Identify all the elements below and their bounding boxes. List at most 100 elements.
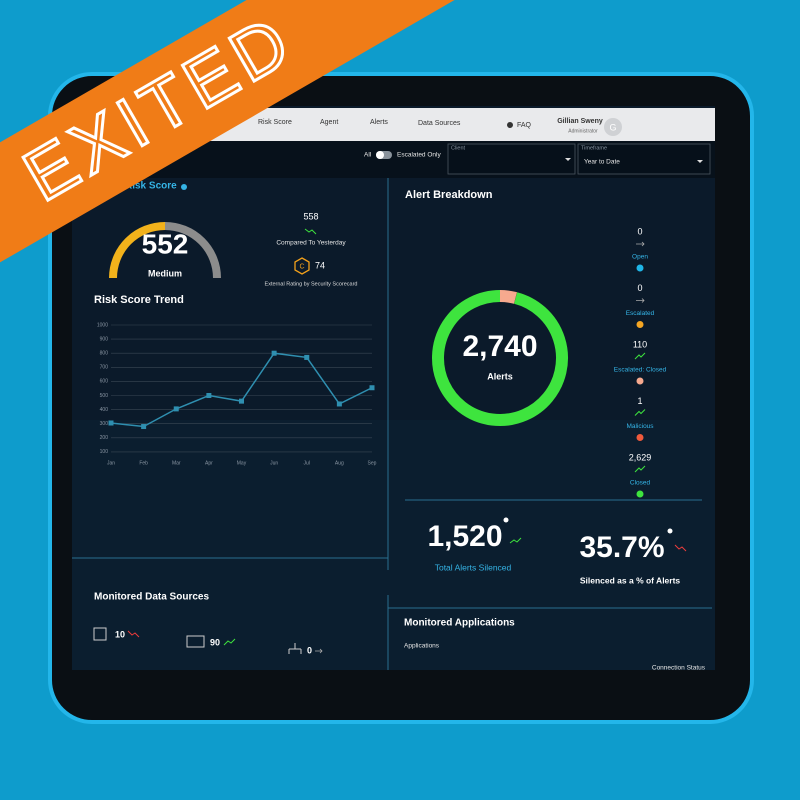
badge-grade: C [299, 263, 304, 270]
point [271, 350, 277, 356]
user-name: Gillian Sweny [557, 118, 603, 125]
silenced-count: 1,520 [427, 520, 502, 553]
flat-icon [636, 298, 645, 303]
point [369, 385, 375, 391]
x-tick-label: Aug [335, 460, 344, 466]
silenced-count-label: Total Alerts Silenced [435, 562, 512, 572]
legend-dot [636, 264, 644, 272]
legend-label: Escalated: Closed [614, 367, 667, 374]
risk-score: 552 [142, 228, 189, 259]
donut-total-label: Alerts [487, 371, 513, 381]
x-tick-label: Apr [205, 460, 213, 466]
source-icon [186, 635, 205, 648]
risk-compared: Compared To Yesterday [276, 240, 346, 247]
section-title: Monitored Data Sources [94, 592, 209, 603]
legend-label: Closed [630, 480, 651, 487]
legend-value: 0 [637, 283, 642, 293]
trend-icon [127, 630, 140, 638]
legend-label: Escalated [626, 310, 655, 317]
info-icon [503, 517, 509, 523]
nav-item[interactable]: Agent [320, 119, 338, 126]
external-label: External Rating by Security Scorecard [265, 281, 358, 287]
badge-hex [294, 257, 310, 275]
legend-dot [636, 434, 644, 441]
nav-item[interactable]: Risk Score [258, 119, 292, 126]
screen-shade [72, 420, 715, 670]
user-role: Administrator [568, 128, 598, 134]
y-tick-label: 200 [100, 435, 109, 441]
source-icon [93, 627, 107, 641]
filter-escalated: Escalated Only [397, 152, 441, 159]
source-icon [288, 643, 302, 654]
legend-label: Malicious [626, 423, 654, 430]
point [173, 406, 179, 412]
legend-dot [636, 490, 644, 498]
avatar-initial: G [609, 122, 616, 132]
avatar[interactable] [604, 118, 622, 136]
timeframe-value: Year to Date [584, 159, 620, 166]
x-tick-label: Feb [139, 460, 148, 466]
trend-icon [674, 544, 687, 552]
client-select[interactable] [447, 143, 576, 175]
trend-icon [223, 638, 236, 646]
gauge-fill [109, 222, 166, 279]
nav-item[interactable]: Data Sources [418, 120, 461, 127]
chevron [697, 160, 703, 163]
risk-yesterday: 558 [303, 211, 318, 221]
column-header: Connection Status [652, 665, 706, 672]
silenced-percent-label: Silenced as a % of Alerts [580, 575, 681, 585]
chart-title: Alert Breakdown [405, 189, 493, 201]
y-tick-label: 800 [100, 351, 109, 357]
source-count: 90 [210, 637, 220, 647]
trend-icon [634, 409, 646, 416]
chart-title: Risk Score Trend [94, 294, 184, 306]
point [108, 420, 114, 426]
legend-value: 110 [633, 339, 647, 349]
flat-icon [636, 241, 645, 247]
chevron [565, 158, 571, 161]
donut-segment [499, 290, 517, 304]
y-tick-label: 400 [100, 407, 109, 413]
legend-dot [636, 377, 644, 385]
info-icon [667, 528, 673, 534]
legend-value: 1 [637, 396, 642, 406]
x-tick-label: Jun [270, 460, 278, 466]
y-tick-label: 300 [100, 421, 109, 427]
risk-title: Risk Score [125, 181, 177, 192]
y-tick-label: 500 [100, 393, 109, 399]
filter-all: All [364, 152, 372, 159]
point [336, 401, 342, 407]
x-tick-label: Sep [368, 460, 377, 466]
external-score: 74 [315, 260, 325, 270]
legend-value: 2,629 [629, 452, 652, 462]
silenced-percent: 35.7% [579, 531, 664, 564]
trend-icon [634, 465, 646, 473]
legend-value: 0 [637, 226, 642, 236]
y-tick-label: 1000 [97, 322, 108, 328]
timeframe-label: Timeframe [581, 145, 607, 151]
risk-level: Medium [148, 268, 182, 278]
y-tick-label: 600 [100, 379, 109, 385]
trend-icon [634, 352, 646, 360]
trend-icon [304, 228, 317, 235]
legend-dot [636, 321, 644, 328]
nav-item[interactable]: FAQ [517, 122, 532, 129]
x-tick-label: Mar [172, 460, 181, 466]
point [304, 354, 310, 360]
point [206, 393, 212, 398]
section-title: Monitored Applications [404, 618, 515, 629]
x-tick-label: Jan [107, 460, 115, 466]
nav-item[interactable]: Alerts [370, 119, 388, 126]
flat-icon [315, 648, 323, 654]
client-label: Client [451, 145, 466, 151]
donut-segment [432, 290, 568, 426]
source-count: 10 [115, 629, 125, 639]
toggle-knob [376, 151, 384, 159]
info-icon [181, 184, 187, 190]
legend-label: Open [632, 254, 648, 261]
x-tick-label: May [237, 460, 247, 466]
y-tick-label: 700 [100, 365, 109, 371]
y-tick-label: 900 [100, 336, 109, 342]
timeframe-select[interactable] [577, 143, 711, 175]
